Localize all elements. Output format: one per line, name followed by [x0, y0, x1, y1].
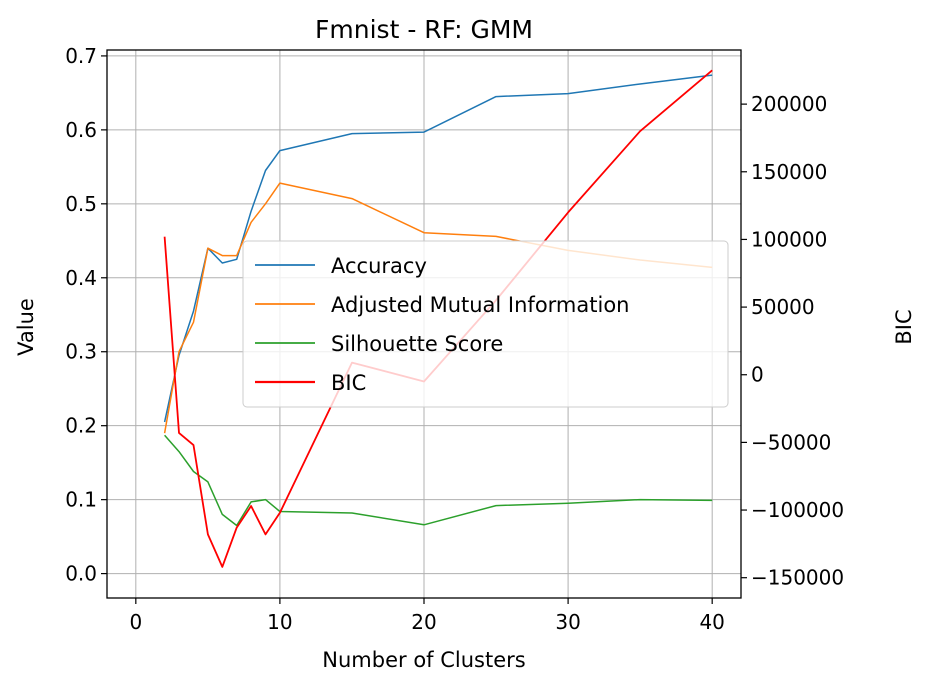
y-axis-right: −150000 −100000 −50000 0 50000 100000 150000 20…: [741, 92, 844, 590]
y2-tick-label: 0: [751, 363, 764, 387]
legend-label: Adjusted Mutual Information: [331, 293, 629, 317]
y2-tick-label: −100000: [751, 498, 844, 522]
legend: Accuracy Adjusted Mutual Information Silho…: [242, 240, 729, 408]
y-tick-label: 0.3: [65, 340, 97, 364]
x-tick-label: 40: [699, 610, 724, 634]
x-axis: 0 10 20 30 40: [129, 598, 725, 634]
y2-tick-label: −50000: [751, 430, 831, 454]
legend-label: Silhouette Score: [331, 332, 503, 356]
x-axis-label: Number of Clusters: [322, 648, 525, 672]
series-line-accuracy: [163, 74, 713, 423]
y2-tick-label: 150000: [751, 160, 827, 184]
legend-label: BIC: [331, 371, 366, 395]
y2-tick-label: 50000: [751, 295, 815, 319]
y2-axis-label: BIC: [892, 309, 916, 344]
y2-tick-label: 100000: [751, 227, 827, 251]
x-tick-label: 10: [267, 610, 292, 634]
chart-title: Fmnist - RF: GMM: [315, 15, 533, 44]
y-tick-label: 0.1: [65, 488, 97, 512]
y-tick-label: 0.4: [65, 266, 97, 290]
legend-box: [242, 240, 729, 408]
y-tick-label: 0.7: [65, 44, 97, 68]
y-tick-label: 0.6: [65, 118, 97, 142]
x-tick-label: 20: [411, 610, 436, 634]
y-tick-label: 0.0: [65, 562, 97, 586]
y-axis-label: Value: [14, 298, 38, 356]
y2-tick-label: 200000: [751, 92, 827, 116]
y-tick-label: 0.2: [65, 414, 97, 438]
x-tick-label: 30: [555, 610, 580, 634]
legend-label: Accuracy: [331, 254, 427, 278]
y-tick-label: 0.5: [65, 192, 97, 216]
y-axis-left: 0.0 0.1 0.2 0.3 0.4 0.5 0.6 0.7: [65, 44, 107, 586]
x-tick-label: 0: [129, 610, 142, 634]
y2-tick-label: −150000: [751, 566, 844, 590]
